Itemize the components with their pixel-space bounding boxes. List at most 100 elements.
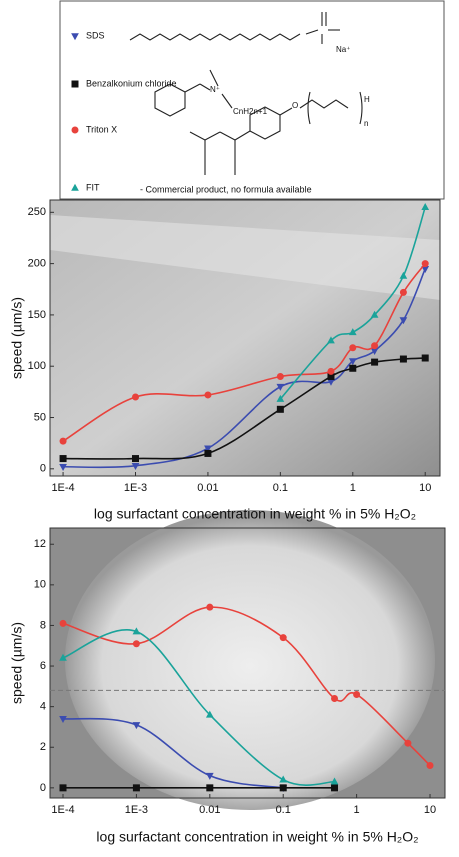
structure-label: N⁺ <box>210 85 220 94</box>
x-tick-label: 0.01 <box>197 482 218 494</box>
marker <box>370 348 379 356</box>
legend-marker <box>71 126 79 134</box>
marker <box>370 310 379 318</box>
plot-background <box>65 510 435 810</box>
marker <box>205 710 214 718</box>
legend-marker <box>71 33 79 41</box>
y-tick-label: 10 <box>34 579 46 591</box>
y-tick-label: 8 <box>40 619 46 631</box>
x-tick-label: 1E-4 <box>51 804 74 816</box>
y-tick-label: 200 <box>28 258 46 270</box>
marker <box>421 202 430 210</box>
marker <box>59 619 67 627</box>
legend-label: SDS <box>86 30 105 40</box>
marker <box>205 772 214 780</box>
marker <box>132 784 140 792</box>
marker <box>279 634 287 642</box>
marker <box>371 342 379 350</box>
plot-frame <box>49 527 446 799</box>
marker <box>132 640 140 648</box>
y-tick-label: 0 <box>40 782 46 794</box>
plot-frame <box>49 199 441 477</box>
marker <box>399 288 407 296</box>
y-tick-label: 50 <box>34 411 46 423</box>
marker <box>204 449 212 457</box>
legend-marker <box>71 80 79 88</box>
y-tick-label: 250 <box>28 206 46 218</box>
y-tick-label: 150 <box>28 309 46 321</box>
legend-label: Triton X <box>86 124 117 134</box>
marker <box>349 364 357 372</box>
marker <box>399 317 408 325</box>
x-tick-label: 0.1 <box>273 482 288 494</box>
marker <box>59 437 67 445</box>
marker <box>206 603 214 611</box>
marker <box>206 784 214 792</box>
legend-marker <box>71 183 79 191</box>
structure-label: Na⁺ <box>336 45 350 54</box>
marker <box>421 260 429 268</box>
marker <box>132 627 141 635</box>
y-axis-label: speed (µm/s) <box>9 297 25 379</box>
structure-label: H <box>364 95 370 104</box>
marker <box>348 328 357 336</box>
marker <box>132 722 141 730</box>
fit-curve <box>279 206 426 400</box>
y-tick-label: 0 <box>40 463 46 475</box>
fit-curve <box>62 717 284 789</box>
marker <box>131 462 140 470</box>
x-axis-label: log surfactant concentration in weight %… <box>94 506 416 522</box>
legend-label: FIT <box>86 182 100 192</box>
fit-curve <box>62 606 431 767</box>
x-tick-label: 1 <box>350 482 356 494</box>
marker <box>131 393 139 401</box>
x-tick-label: 1 <box>354 804 360 816</box>
structure-label: O <box>292 101 298 110</box>
legend-note: - Commercial product, no formula availab… <box>140 184 312 194</box>
legend-label: Benzalkonium chloride <box>86 78 177 88</box>
x-tick-label: 0.01 <box>199 804 220 816</box>
marker <box>204 445 212 453</box>
marker <box>331 695 339 703</box>
y-tick-label: 2 <box>40 741 46 753</box>
marker <box>353 690 361 698</box>
structure-label: CnH2n+1 <box>233 107 268 116</box>
structures <box>129 12 363 175</box>
x-tick-label: 10 <box>424 804 436 816</box>
y-tick-label: 12 <box>34 538 46 550</box>
marker <box>331 784 339 792</box>
marker <box>59 463 67 471</box>
marker <box>327 367 335 375</box>
marker <box>349 344 357 352</box>
marker <box>371 358 379 366</box>
marker <box>276 383 285 391</box>
marker <box>327 336 335 344</box>
marker <box>399 271 408 279</box>
x-tick-label: 10 <box>419 482 431 494</box>
legend-box <box>59 0 445 200</box>
fit-curve <box>63 357 426 460</box>
marker <box>399 355 407 363</box>
marker <box>421 354 429 362</box>
marker <box>327 372 335 380</box>
marker <box>204 391 212 399</box>
marker <box>59 716 67 724</box>
x-tick-label: 1E-4 <box>51 482 74 494</box>
fit-curve <box>63 268 426 469</box>
marker <box>426 762 434 770</box>
x-tick-label: 1E-3 <box>124 482 147 494</box>
marker <box>404 739 412 747</box>
x-axis-label: log surfactant concentration in weight %… <box>96 829 418 845</box>
marker <box>276 372 284 380</box>
x-tick-label: 0.1 <box>276 804 291 816</box>
fit-curve <box>62 629 335 786</box>
marker <box>59 455 67 463</box>
fit-curve <box>62 263 426 442</box>
plot-background <box>50 215 440 300</box>
x-tick-label: 1E-3 <box>125 804 148 816</box>
marker <box>348 358 357 366</box>
marker <box>279 784 287 792</box>
marker <box>59 784 67 792</box>
marker <box>279 775 288 783</box>
